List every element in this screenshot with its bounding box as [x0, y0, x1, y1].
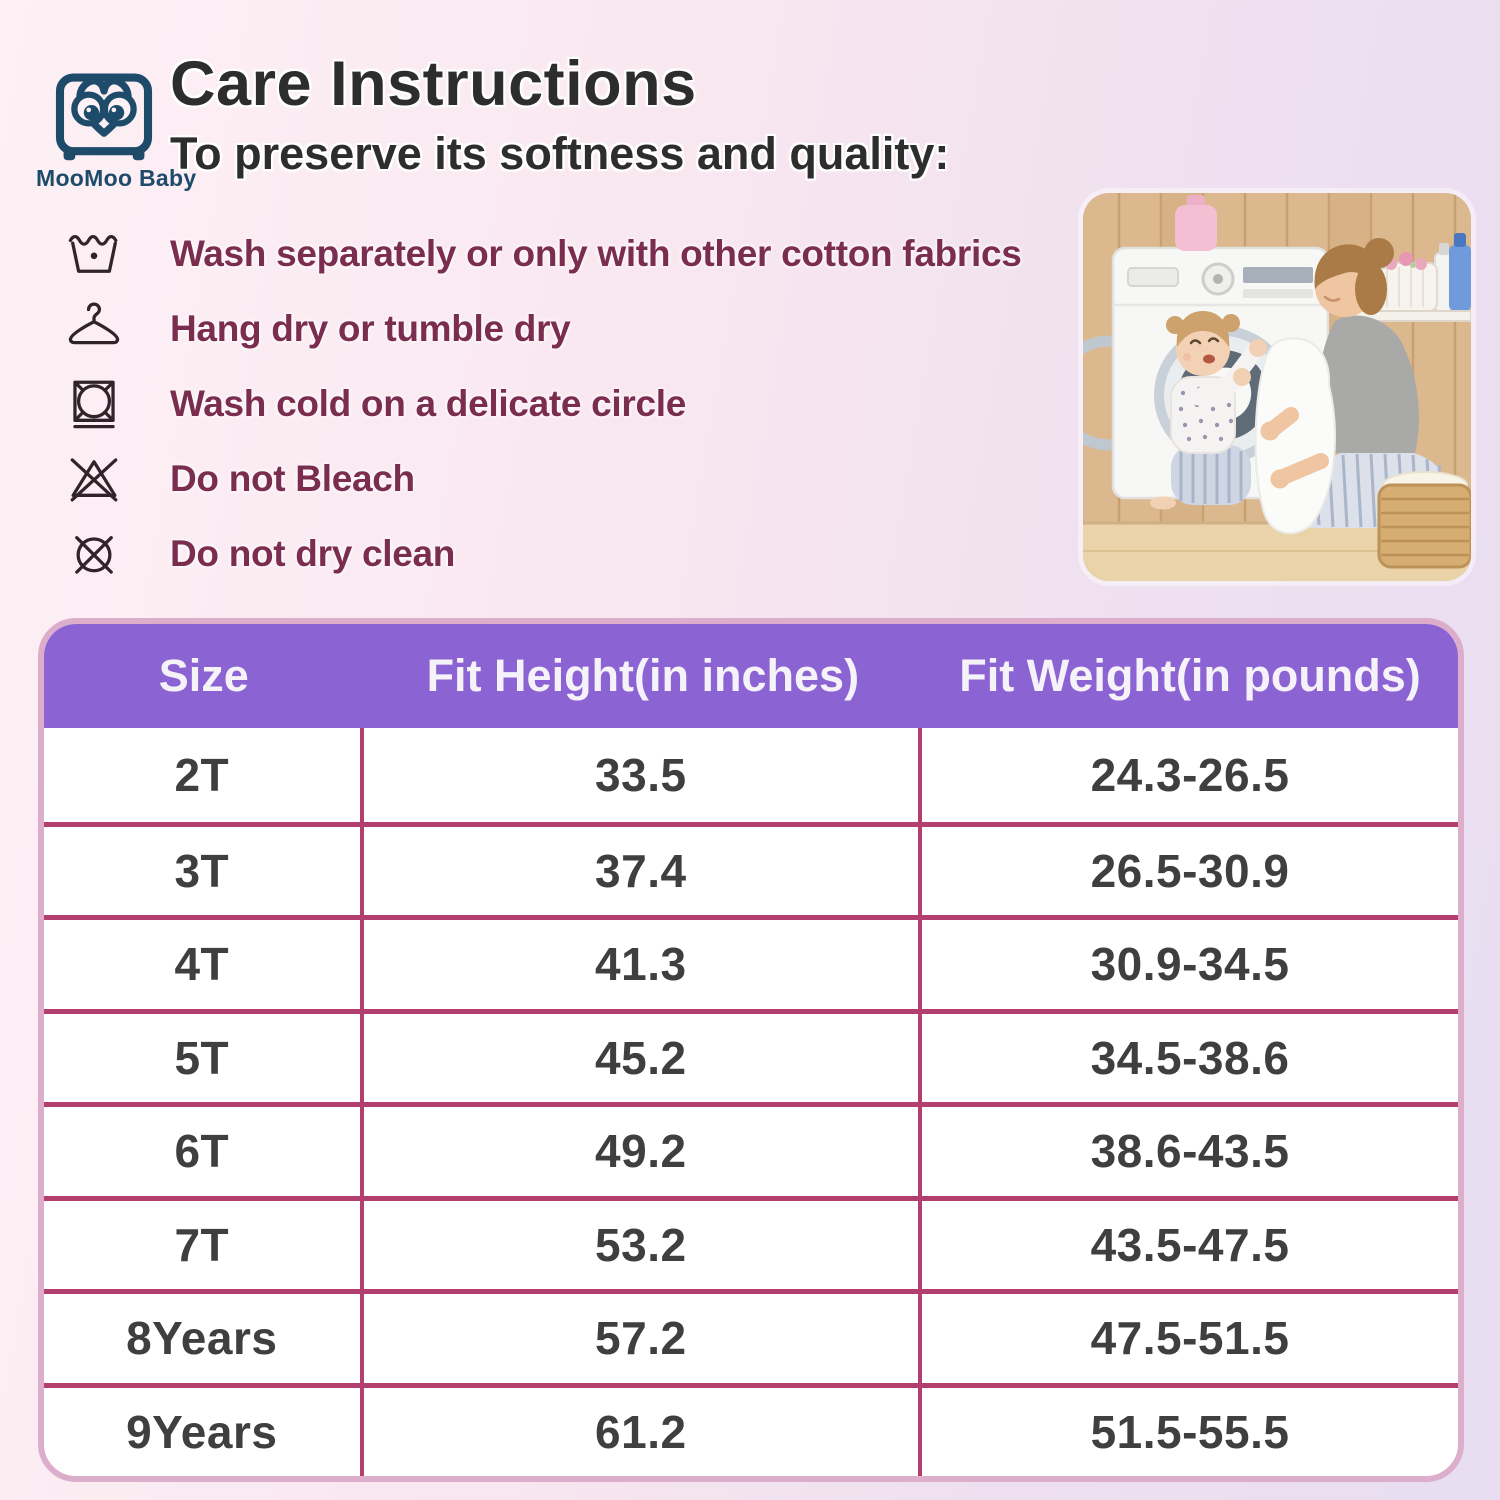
cell-weight: 26.5-30.9 [1090, 844, 1290, 897]
cell-height: 57.2 [364, 1294, 923, 1383]
cell-height: 45.2 [364, 1013, 923, 1102]
care-text: Do not dry clean [170, 532, 456, 574]
care-item-no-bleach: Do not Bleach [62, 441, 1077, 516]
cell-size: 3T [44, 826, 364, 915]
cell-weight: 38.6-43.5 [1090, 1125, 1290, 1178]
do-not-dry-clean-icon [62, 522, 126, 586]
column-header-size: Size [158, 650, 249, 701]
page-title: Care Instructions [170, 49, 697, 119]
cell-weight: 51.5-55.5 [1090, 1405, 1290, 1458]
cell-weight: 47.5-51.5 [1090, 1312, 1290, 1365]
cell-height: 61.2 [364, 1387, 923, 1476]
care-item-hang-dry: Hang dry or tumble dry [62, 291, 1077, 366]
table-row: 5T 45.2 34.5-38.6 [44, 1008, 1458, 1102]
size-chart-table: Size Fit Height(in inches) Fit Weight(in… [38, 618, 1464, 1482]
mother-hands [1260, 407, 1329, 489]
laundry-scene-illustration [1083, 193, 1471, 581]
hanger-icon [62, 297, 126, 361]
laundry-photo [1083, 193, 1471, 581]
size-chart-body: 2T 33.5 24.3-26.5 3T 37.4 26.5-30.9 4T 4… [44, 728, 1458, 1476]
cell-size: 6T [44, 1107, 364, 1196]
size-chart-header-row: Size Fit Height(in inches) Fit Weight(in… [44, 624, 1458, 728]
cell-size: 9Years [44, 1387, 364, 1476]
table-row: 3T 37.4 26.5-30.9 [44, 821, 1458, 915]
cell-size: 2T [44, 728, 364, 822]
delicate-wash-icon [62, 372, 126, 436]
do-not-bleach-icon [62, 447, 126, 511]
care-item-wash-cold: Wash cold on a delicate circle [62, 366, 1077, 441]
brand-logo: MooMoo Baby [36, 56, 197, 192]
brand-name: MooMoo Baby [36, 165, 197, 191]
table-row: 7T 53.2 43.5-47.5 [44, 1195, 1458, 1289]
laundry-basket [1377, 471, 1471, 569]
cell-size: 7T [44, 1200, 364, 1289]
care-text: Wash separately or only with other cotto… [170, 232, 1022, 274]
table-row: 6T 49.2 38.6-43.5 [44, 1102, 1458, 1196]
care-text: Wash cold on a delicate circle [170, 382, 687, 424]
header: Care Instructions To preserve its softne… [170, 48, 949, 180]
cell-weight: 30.9-34.5 [1090, 938, 1290, 991]
cell-height: 37.4 [364, 826, 923, 915]
wash-tub-icon [62, 222, 126, 286]
detergent-bottle [1175, 195, 1217, 251]
owl-bed-logo-icon [55, 73, 153, 161]
cell-size: 8Years [44, 1294, 364, 1383]
table-row: 8Years 57.2 47.5-51.5 [44, 1289, 1458, 1383]
cell-height: 49.2 [364, 1107, 923, 1196]
cell-weight: 24.3-26.5 [1090, 748, 1290, 801]
cell-height: 33.5 [364, 728, 923, 822]
column-header-fit-height: Fit Height(in inches) [426, 650, 860, 701]
table-row: 2T 33.5 24.3-26.5 [44, 728, 1458, 822]
cell-weight: 43.5-47.5 [1090, 1218, 1290, 1271]
page-subtitle: To preserve its softness and quality: [170, 128, 950, 179]
table-row: 9Years 61.2 51.5-55.5 [44, 1382, 1458, 1476]
cell-height: 41.3 [364, 920, 923, 1009]
table-row: 4T 41.3 30.9-34.5 [44, 915, 1458, 1009]
care-item-no-dry-clean: Do not dry clean [62, 516, 1077, 591]
care-text: Do not Bleach [170, 457, 415, 499]
child-figure [1150, 311, 1267, 510]
column-header-fit-weight: Fit Weight(in pounds) [959, 650, 1421, 701]
cell-size: 4T [44, 920, 364, 1009]
care-item-wash-separately: Wash separately or only with other cotto… [62, 216, 1077, 291]
cell-height: 53.2 [364, 1200, 923, 1289]
cell-size: 5T [44, 1013, 364, 1102]
cell-weight: 34.5-38.6 [1090, 1031, 1290, 1084]
care-instructions-list: Wash separately or only with other cotto… [62, 216, 1077, 591]
care-text: Hang dry or tumble dry [170, 307, 571, 349]
